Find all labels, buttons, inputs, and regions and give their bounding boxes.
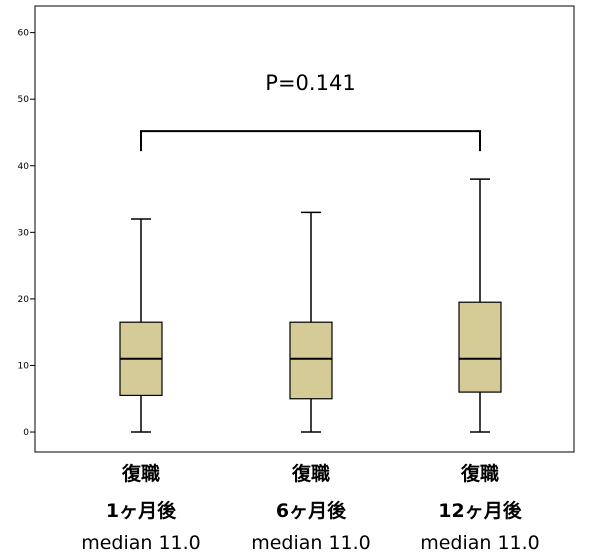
category-line3: median 11.0 <box>420 532 540 554</box>
y-tick-label: 60 <box>18 29 30 39</box>
category-label: 復職 6ヶ月後 median 11.0 <box>251 462 371 554</box>
significance-bracket <box>140 130 481 152</box>
category-label: 復職 12ヶ月後 median 11.0 <box>420 462 540 554</box>
category-label: 復職 1ヶ月後 median 11.0 <box>81 462 201 554</box>
plot-frame <box>34 5 575 453</box>
category-line1: 復職 <box>291 462 330 485</box>
category-line1: 復職 <box>460 462 499 485</box>
box-iqr <box>289 321 333 400</box>
category-line3: median 11.0 <box>81 532 201 554</box>
y-tick-label: 20 <box>18 295 30 305</box>
y-tick-label: 40 <box>18 162 30 172</box>
y-tick-label: 30 <box>18 228 30 238</box>
category-line2: 12ヶ月後 <box>438 499 522 522</box>
boxes <box>119 178 502 433</box>
box-group <box>119 218 163 433</box>
y-tick-label: 10 <box>18 361 30 371</box>
annotation: P=0.141 <box>140 71 481 152</box>
category-labels: 復職 1ヶ月後 median 11.0 復職 6ヶ月後 median 11.0 復職 12ヶ月… <box>81 462 540 554</box>
box-iqr <box>458 301 502 393</box>
category-line3: median 11.0 <box>251 532 371 554</box>
category-line2: 6ヶ月後 <box>276 499 347 522</box>
category-line2: 1ヶ月後 <box>106 499 177 522</box>
axes: 0 10 20 30 40 50 60 <box>18 5 575 453</box>
box-group <box>458 178 502 433</box>
category-line1: 復職 <box>121 462 160 485</box>
p-value-label: P=0.141 <box>265 71 355 95</box>
box-group <box>289 211 333 433</box>
y-tick-label: 50 <box>18 95 30 105</box>
y-tick-label: 0 <box>23 428 29 438</box>
